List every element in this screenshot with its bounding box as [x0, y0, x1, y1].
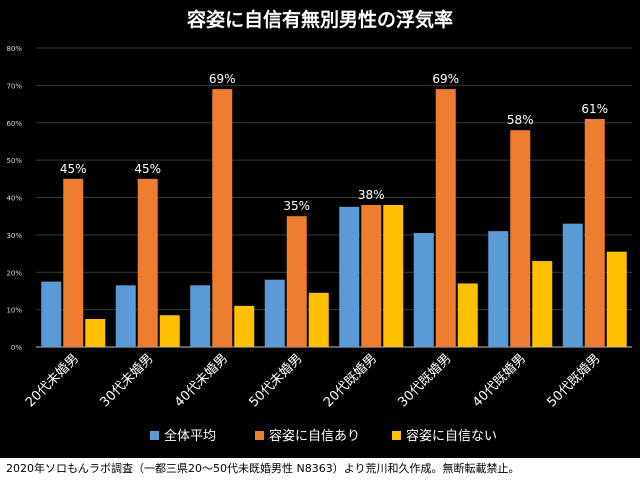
x-tick-label: 30代未婚男	[98, 351, 157, 410]
y-axis-ticks: 0% 10% 20% 30% 40% 50% 60% 70% 80%	[6, 45, 22, 352]
y-tick-label: 40%	[6, 195, 22, 203]
legend-swatch	[255, 431, 264, 440]
bar	[562, 223, 583, 347]
bar	[339, 206, 360, 347]
bar	[308, 292, 329, 347]
bar	[85, 318, 106, 347]
data-label: 45%	[60, 162, 87, 176]
x-tick-label: 20代未婚男	[23, 351, 82, 410]
data-label: 58%	[507, 113, 534, 127]
y-tick-label: 80%	[6, 45, 22, 53]
y-tick-label: 30%	[6, 232, 22, 240]
y-tick-label: 70%	[6, 82, 22, 90]
data-label: 69%	[209, 72, 236, 86]
x-tick-label: 40代未婚男	[172, 351, 231, 410]
source-caption: 2020年ソロもんラボ調査（一都三県20〜50代未既婚男性 N8363）より荒川…	[6, 462, 520, 475]
bar	[361, 204, 382, 347]
bar	[510, 130, 531, 347]
bars	[41, 89, 627, 348]
bar	[488, 231, 509, 347]
y-tick-label: 60%	[6, 120, 22, 128]
y-tick-label: 20%	[6, 269, 22, 277]
chart-title: 容姿に自信有無別男性の浮気率	[187, 8, 453, 31]
legend-label: 容姿に自信あり	[269, 428, 360, 444]
bar	[435, 89, 456, 348]
bar	[115, 285, 136, 347]
bar	[264, 279, 285, 347]
legend-label: 全体平均	[164, 428, 216, 444]
legend-label: 容姿に自信ない	[406, 428, 497, 444]
data-label: 38%	[358, 188, 385, 202]
bar	[190, 285, 211, 347]
data-label: 61%	[581, 102, 608, 116]
legend: 全体平均 容姿に自信あり 容姿に自信ない	[150, 428, 497, 444]
bar	[234, 305, 255, 347]
data-label: 69%	[432, 72, 459, 86]
y-tick-label: 0%	[11, 344, 22, 352]
bar	[63, 178, 84, 347]
bar	[41, 281, 62, 347]
x-tick-label: 50代未婚男	[247, 351, 306, 410]
bar	[286, 216, 307, 347]
data-label: 35%	[283, 199, 310, 213]
x-tick-label: 40代既婚男	[470, 351, 529, 410]
legend-swatch	[392, 431, 401, 440]
bar	[212, 89, 233, 348]
bar	[532, 261, 553, 347]
y-tick-label: 10%	[6, 307, 22, 315]
bar	[137, 178, 158, 347]
data-label: 45%	[134, 162, 161, 176]
x-axis-ticks: 20代未婚男 30代未婚男 40代未婚男 50代未婚男 20代既婚男 30代既婚男 40代既…	[23, 351, 604, 410]
bar	[606, 251, 627, 347]
data-labels: 45% 45% 69% 35% 38% 69% 58% 61%	[60, 72, 608, 213]
y-tick-label: 50%	[6, 157, 22, 165]
bar-chart: 容姿に自信有無別男性の浮気率 0% 10% 20% 30% 40% 50% 60% 70% 80…	[6, 8, 632, 444]
bar	[159, 315, 180, 347]
x-tick-label: 50代既婚男	[545, 351, 604, 410]
x-tick-label: 20代既婚男	[321, 351, 380, 410]
x-tick-label: 30代既婚男	[396, 351, 455, 410]
legend-swatch	[150, 431, 159, 440]
bar	[584, 119, 605, 347]
chart-frame: 容姿に自信有無別男性の浮気率 0% 10% 20% 30% 40% 50% 60% 70% 80…	[0, 0, 640, 458]
bar	[457, 283, 478, 347]
bar	[413, 233, 434, 347]
bar	[383, 204, 404, 347]
